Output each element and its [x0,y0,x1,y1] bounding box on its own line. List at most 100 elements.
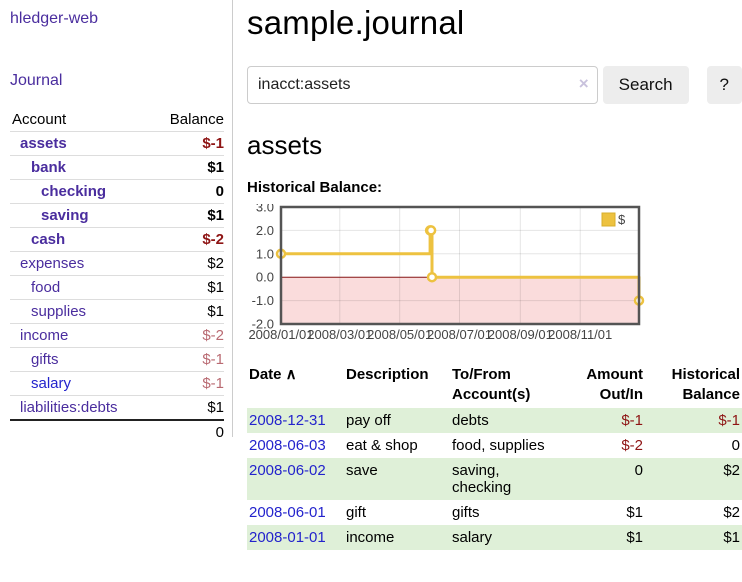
register-header-line: Account(s) [452,386,531,403]
account-balance: $-1 [152,371,224,396]
register-date-cell: 2008-12-31 [247,408,344,433]
sidebar: hledger-web Journal Account Balance asse… [0,0,232,444]
account-link[interactable]: cash [31,231,66,248]
search-input[interactable] [247,66,598,104]
account-row: assets $-1 [10,131,224,156]
account-link[interactable]: expenses [20,255,85,272]
accounts-body: assets $-1 bank $1 checking 0 saving $1 cash $-2 e… [10,131,224,444]
register-description-cell: eat & shop [346,437,418,454]
register-balance-cell: $-1 [718,412,740,429]
register-header-line: Date ∧ [249,366,297,383]
account-balance: $1 [152,299,224,324]
register-row: 2008-06-01 gift gifts $1 $2 [247,500,742,525]
register-header-row: Date ∧ Description To/From Account(s) Amount… [247,362,742,408]
accounts-table: Account Balance assets $-1 bank $1 checking 0… [10,108,224,444]
register-balance-cell: $1 [723,529,740,546]
account-cell: bank [10,155,153,180]
transaction-date-link[interactable]: 2008-06-01 [249,504,326,521]
svg-text:2008/09/01: 2008/09/01 [488,327,553,342]
account-link[interactable]: food [31,279,61,296]
account-link[interactable]: bank [31,159,67,176]
register-accounts-line: food, supplies [452,437,545,454]
register-header-to-from-accounts: To/From Account(s) [450,362,562,408]
account-link[interactable]: income [20,327,69,344]
account-row: food $1 [10,275,224,300]
account-cell: salary [10,371,153,396]
register-accounts-cell: salary [450,525,562,550]
sidebar-item-journal[interactable]: Journal [10,72,63,89]
search-button[interactable]: Search [602,66,689,104]
account-cell: liabilities:debts [10,395,153,420]
transaction-date-link[interactable]: 2008-06-03 [249,437,326,454]
account-row: liabilities:debts $1 [10,395,224,420]
account-row: salary $-1 [10,371,224,396]
account-balance: $1 [152,155,224,180]
transaction-date-link[interactable]: 2008-01-01 [249,529,326,546]
account-row: gifts $-1 [10,347,224,372]
register-accounts-line: salary [452,529,493,546]
account-link[interactable]: supplies [31,303,87,320]
account-balance: $-1 [152,347,224,372]
account-balance: $1 [152,275,224,300]
account-cell: assets [10,131,153,156]
svg-text:2.0: 2.0 [256,223,274,238]
account-row: supplies $1 [10,299,224,324]
register-accounts-line: saving, [452,462,500,479]
register-accounts-cell: gifts [450,500,562,525]
account-balance: $1 [152,203,224,228]
register-amount-cell: 0 [634,462,643,479]
account-link[interactable]: liabilities:debts [20,399,118,416]
account-cell: food [10,275,153,300]
accounts-total-value: 0 [152,419,224,444]
svg-text:-1.0: -1.0 [252,293,274,308]
svg-text:2008/07/01: 2008/07/01 [427,327,492,342]
accounts-header-balance: Balance [169,111,224,128]
transaction-date-link[interactable]: 2008-06-02 [249,462,326,479]
accounts-total-spacer [10,419,153,444]
register-table: Date ∧ Description To/From Account(s) Amount… [247,362,742,550]
register-header-date[interactable]: Date ∧ [247,362,344,408]
register-amount-cell: $-2 [621,437,643,454]
transaction-date-link[interactable]: 2008-12-31 [249,412,326,429]
balance-chart[interactable]: 3.0 2.0 1.0 0.0 -1.0 -2.0 2008/01/01 2008/03/01… [247,200,742,350]
account-link[interactable]: salary [31,375,72,392]
register-date-cell: 2008-06-02 [247,458,344,500]
register-header-line: Out/In [599,386,643,403]
account-row: saving $1 [10,203,224,228]
register-amount-cell: $-1 [621,412,643,429]
register-row: 2008-01-01 income salary $1 $1 [247,525,742,550]
register-description-cell: income [346,529,395,546]
register-row: 2008-12-31 pay off debts $-1 $-1 [247,408,742,433]
register-accounts-cell: food, supplies [450,433,562,458]
account-balance: $-2 [152,323,224,348]
help-button[interactable]: ? [706,66,742,104]
sort-ascending-icon[interactable]: ∧ [281,366,297,383]
search-box: × [247,66,598,104]
app-brand-link[interactable]: hledger-web [10,10,99,27]
account-heading: assets [247,130,323,160]
account-row: cash $-2 [10,227,224,252]
clear-search-icon[interactable]: × [578,74,589,93]
account-balance: $-2 [152,227,224,252]
accounts-total-row: 0 [10,419,224,444]
register-header-line: Description [346,366,429,383]
account-row: income $-2 [10,323,224,348]
register-accounts-line: gifts [452,504,480,521]
account-balance: $2 [152,251,224,276]
account-link[interactable]: checking [41,183,107,200]
register-row: 2008-06-03 eat & shop food, supplies $-2 0 [247,433,742,458]
account-link[interactable]: assets [20,135,67,152]
account-row: bank $1 [10,155,224,180]
sidebar-divider [232,0,233,437]
account-balance: 0 [152,179,224,204]
register-amount-cell: $1 [626,504,643,521]
account-balance: $1 [152,395,224,420]
register-accounts-cell: debts [450,408,562,433]
legend-swatch [601,212,616,227]
account-link[interactable]: gifts [31,351,59,368]
register-header-description: Description [344,362,450,408]
svg-text:2008/11/01: 2008/11/01 [548,327,612,342]
account-link[interactable]: saving [41,207,89,224]
register-description-cell: pay off [346,412,391,429]
account-cell: saving [10,203,153,228]
